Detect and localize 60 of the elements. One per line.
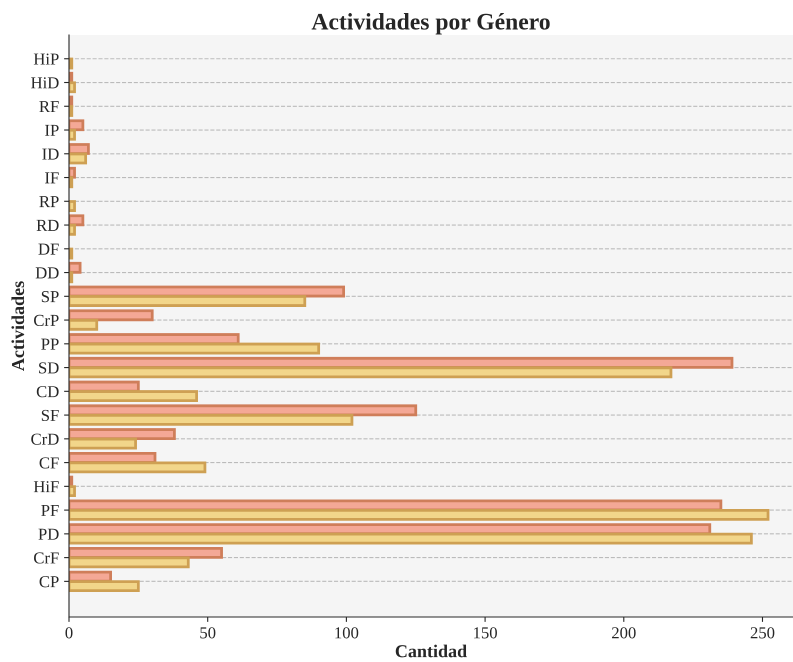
bar (69, 105, 74, 117)
bar (69, 81, 76, 94)
bar (69, 200, 76, 212)
y-tick-label: CrP (34, 314, 59, 326)
y-tick-label: CP (40, 576, 59, 588)
bar (69, 262, 82, 274)
y-tick-label: HiP (34, 54, 59, 65)
y-tick-label: RP (39, 196, 59, 208)
y-tick-label: RF (39, 101, 59, 112)
bar (69, 224, 76, 236)
y-tick-label: HiF (34, 481, 59, 492)
bar (69, 271, 74, 284)
y-tick-label: SD (39, 362, 59, 374)
y-axis-title: Actividades (11, 281, 24, 371)
chart-title: Actividades por Género (312, 13, 550, 34)
y-tick-label: IP (45, 124, 59, 136)
x-tick-label: 0 (65, 627, 73, 638)
bar (69, 119, 84, 132)
bar (69, 390, 198, 402)
bar (69, 414, 354, 426)
y-tick-label: CrD (31, 434, 59, 445)
y-tick-label: DF (38, 244, 59, 255)
bar (69, 214, 84, 226)
bar (69, 532, 753, 545)
bar (69, 176, 74, 188)
y-tick-label: PF (41, 504, 59, 516)
bar (69, 485, 76, 497)
bar (69, 342, 320, 354)
bar (69, 152, 88, 164)
bar (69, 580, 140, 592)
y-tick-label: SF (42, 410, 59, 422)
y-tick-label: RD (36, 220, 59, 231)
x-tick-label: 250 (750, 627, 774, 638)
bar (69, 166, 76, 179)
bar (69, 128, 76, 141)
bar (69, 309, 154, 322)
bar (69, 556, 190, 568)
x-axis-title: Cantidad (396, 644, 467, 658)
bar (69, 508, 770, 521)
y-tick-label: HiD (31, 77, 59, 88)
x-tick-label: 100 (335, 627, 358, 638)
y-tick-label: IF (45, 172, 59, 184)
y-tick-label: PD (38, 528, 59, 540)
bar (69, 438, 137, 450)
bar (69, 295, 306, 307)
bar (69, 248, 74, 260)
y-tick-label: CF (40, 457, 59, 469)
y-tick-label: PP (41, 338, 59, 350)
y-tick-label: CD (36, 386, 59, 398)
bar (69, 318, 98, 331)
bar (69, 366, 672, 378)
bar (69, 58, 74, 70)
y-tick-label: ID (42, 148, 59, 160)
y-tick-label: SP (42, 291, 59, 302)
x-tick-label: 150 (474, 627, 497, 638)
x-tick-label: 200 (612, 627, 636, 638)
y-tick-label: DD (36, 267, 59, 278)
x-tick-label: 50 (200, 627, 216, 638)
bar (69, 461, 206, 474)
y-tick-label: CrF (34, 552, 59, 564)
